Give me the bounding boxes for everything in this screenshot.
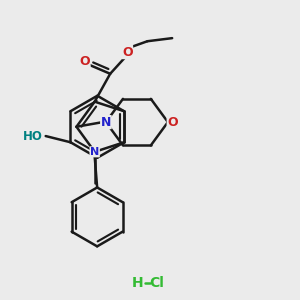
Text: O: O — [80, 55, 90, 68]
Text: HO: HO — [23, 130, 43, 142]
Text: O: O — [167, 116, 178, 129]
Text: Cl: Cl — [149, 276, 164, 290]
Text: N: N — [101, 116, 111, 129]
Text: H: H — [132, 276, 143, 290]
Text: O: O — [122, 46, 133, 59]
Text: N: N — [90, 147, 99, 157]
